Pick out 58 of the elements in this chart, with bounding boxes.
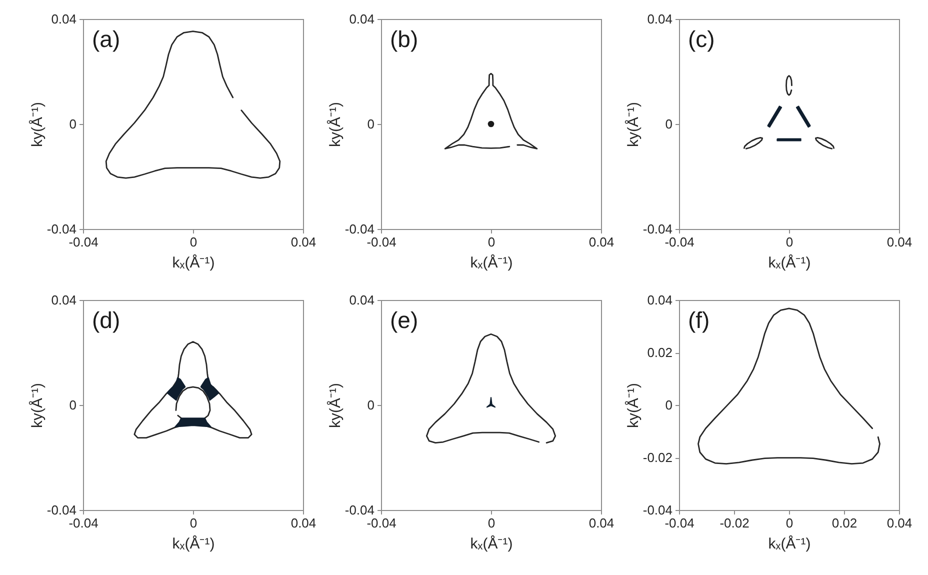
y-tick-label: 0.04 — [647, 292, 672, 308]
x-axis-title: kₓ(Å⁻¹) — [768, 534, 811, 552]
annotation: (c) — [688, 26, 715, 52]
y-tick-label: 0 — [367, 116, 374, 132]
y-tick-label: 0 — [665, 116, 672, 132]
y-tick-label: 0.02 — [647, 345, 672, 360]
y-tick-label: 0.04 — [349, 292, 374, 308]
line-series — [426, 333, 556, 444]
x-axis-title: kₓ(Å⁻¹) — [768, 254, 811, 272]
y-tick-label: -0.04 — [344, 222, 374, 236]
y-axis-title: ky(Å⁻¹) — [28, 383, 46, 428]
x-tick-label: 0.04 — [588, 234, 614, 250]
y-axis-title: ky(Å⁻¹) — [624, 102, 642, 147]
x-tick-label: 0.04 — [886, 516, 912, 530]
y-tick-label: 0 — [69, 398, 76, 412]
x-tick-label: 0 — [190, 234, 198, 250]
x-tick-label: 0 — [488, 516, 496, 530]
y-axis-title: ky(Å⁻¹) — [326, 102, 344, 147]
y-tick-label: 0.04 — [647, 12, 672, 26]
x-tick-label: 0 — [786, 234, 794, 250]
y-tick-label: 0 — [367, 398, 374, 412]
y-tick-label: 0 — [69, 116, 76, 132]
x-tick-label: 0.04 — [290, 234, 316, 250]
x-axis-title: kₓ(Å⁻¹) — [172, 534, 215, 552]
annotation: (a) — [92, 26, 120, 52]
y-tick-label: -0.04 — [344, 502, 374, 518]
y-tick-label: 0 — [665, 398, 672, 412]
y-tick-label: 0.04 — [51, 292, 76, 308]
y-tick-label: 0.04 — [349, 12, 374, 26]
annotation: (d) — [92, 307, 120, 333]
annotation: (f) — [688, 307, 710, 333]
x-tick-label: 0.02 — [832, 516, 858, 530]
x-axis-title: kₓ(Å⁻¹) — [470, 254, 513, 272]
y-tick-label: -0.04 — [46, 222, 76, 236]
y-tick-label: -0.04 — [642, 502, 672, 518]
y-tick-label: -0.04 — [46, 502, 76, 518]
x-tick-label: 0.04 — [588, 516, 614, 530]
x-axis-title: kₓ(Å⁻¹) — [172, 254, 215, 272]
x-tick-label: 0 — [488, 234, 496, 250]
y-tick-label: -0.04 — [642, 222, 672, 236]
x-tick-label: 0 — [786, 516, 794, 530]
annotation: (e) — [390, 307, 418, 333]
line-series — [444, 72, 538, 150]
y-tick-label: 0.04 — [51, 12, 76, 26]
y-tick-label: -0.02 — [642, 450, 672, 465]
x-axis-title: kₓ(Å⁻¹) — [470, 534, 513, 552]
x-tick-label: 0.04 — [290, 516, 316, 530]
line-series — [743, 136, 764, 150]
x-tick-label: -0.02 — [720, 516, 750, 530]
annotation: (b) — [390, 26, 418, 52]
y-axis-title: ky(Å⁻¹) — [28, 102, 46, 147]
x-tick-label: 0.04 — [886, 234, 912, 250]
y-axis-title: ky(Å⁻¹) — [326, 383, 344, 428]
line-series — [814, 136, 835, 150]
x-tick-label: 0 — [190, 516, 198, 530]
y-axis-title: ky(Å⁻¹) — [624, 383, 642, 428]
line-series — [134, 341, 252, 439]
line-series — [786, 75, 792, 96]
